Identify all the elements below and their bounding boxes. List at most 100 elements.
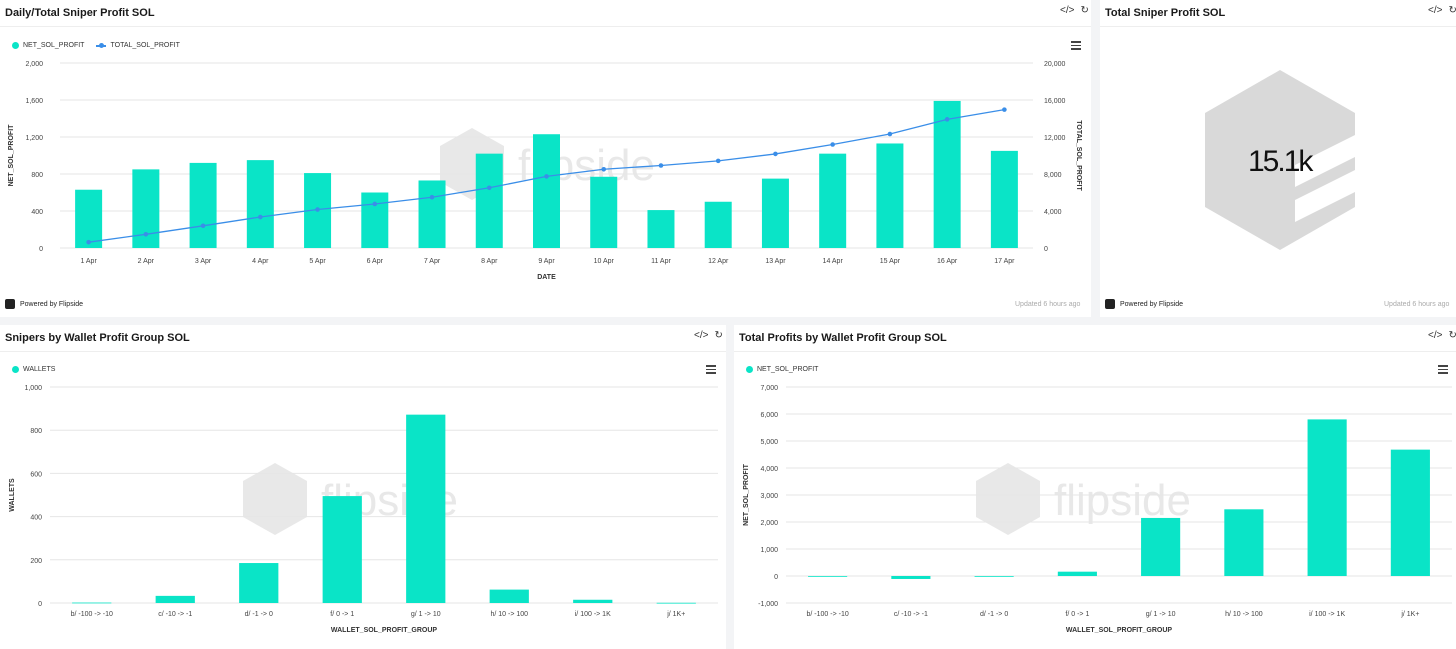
y-tick-label: 1,000 [760,547,778,554]
powered-by[interactable]: Powered by Flipside [1120,300,1184,308]
profits-chart: flipside -1,000 0 1,000 2,000 3,000 4,000 5,000… [743,385,1452,634]
x-axis-title: WALLET_SOL_PROFIT_GROUP [331,627,438,634]
chart-menu-icon[interactable] [706,365,716,376]
footer: Powered by Flipside [5,299,83,309]
x-tick-label: h/ 10 -> 100 [1225,611,1263,618]
chart-legend: NET_SOL_PROFIT [746,366,818,373]
refresh-icon[interactable]: ↻ [1448,5,1456,16]
bar [533,134,560,248]
panel-actions: </> ↻ [694,330,723,341]
bar [1390,449,1430,576]
bar [155,595,195,603]
x-tick-label: i/ 100 -> 1K [1309,611,1345,618]
y-tick-label: 4,000 [760,466,778,473]
x-tick-label: 1 Apr [80,258,97,265]
legend-item-total[interactable]: TOTAL_SOL_PROFIT [96,42,180,49]
divider [734,351,1456,352]
bar [761,178,789,248]
x-tick-label: g/ 1 -> 10 [1146,611,1176,618]
legend-label: NET_SOL_PROFIT [23,42,85,49]
code-icon[interactable]: </> [694,330,709,341]
y-tick-label: 800 [30,428,42,435]
bar [1057,571,1097,576]
bar [322,496,362,603]
flipside-watermark-icon: flipside [976,463,1191,535]
legend-label: WALLETS [23,366,56,373]
daily-total-chart: flipside04008001,2001,6002,00004,0008,00… [8,61,1082,281]
x-axis-title: DATE [537,274,556,281]
x-tick-label: 3 Apr [195,258,212,265]
legend-line [96,42,107,48]
y2-tick-label: 16,000 [1044,98,1066,105]
line-point [601,166,607,172]
legend-label: NET_SOL_PROFIT [757,366,819,373]
code-icon[interactable]: </> [1060,5,1075,16]
y-tick-label: 7,000 [760,385,778,392]
x-tick-label: g/ 1 -> 10 [411,611,441,618]
bar [418,180,446,248]
y-tick-label: 0 [774,574,778,581]
chart-menu-icon[interactable] [1071,41,1081,52]
x-tick-label: i/ 100 -> 1K [575,611,611,618]
refresh-icon[interactable]: ↻ [714,330,723,341]
chart-menu-icon[interactable] [1438,365,1448,376]
flipside-logo-icon [5,299,15,309]
legend-item-net[interactable]: NET_SOL_PROFIT [12,42,84,49]
y2-tick-label: 12,000 [1044,135,1066,142]
x-tick-label: 7 Apr [424,258,441,265]
chart-legend: NET_SOL_PROFIT TOTAL_SOL_PROFIT [12,42,180,49]
y-tick-label: 400 [30,515,42,522]
line-point [86,239,91,245]
line-point [544,174,549,179]
panel-actions: </> ↻ [1428,5,1456,16]
x-tick-label: j/ 1K+ [1400,611,1419,618]
line-point [944,117,950,122]
line-point [429,194,435,200]
legend-dot [12,366,19,373]
footer: Powered by Flipside [1105,299,1183,309]
panel-title: Daily/Total Sniper Profit SOL [5,7,155,19]
bar [489,589,529,603]
x-tick-label: 4 Apr [252,258,269,265]
code-icon[interactable]: </> [1428,330,1443,341]
x-tick-label: 17 Apr [994,258,1015,265]
panel-actions: </> ↻ [1428,330,1456,341]
y-tick-label: 1,600 [25,98,43,105]
line-point [486,185,492,191]
line-point [1002,107,1007,112]
bar [1141,517,1181,576]
bar [704,201,732,248]
x-tick-label: b/ -100 -> -10 [807,611,849,618]
legend-item-net[interactable]: NET_SOL_PROFIT [746,366,818,373]
refresh-icon[interactable]: ↻ [1080,5,1089,16]
legend-item-wallets[interactable]: WALLETS [12,366,55,373]
y-tick-label: 5,000 [760,439,778,446]
line-point [143,232,149,237]
line-point [372,201,378,207]
code-icon[interactable]: </> [1428,5,1443,16]
x-tick-label: h/ 10 -> 100 [490,611,528,618]
y-tick-label: 1,000 [24,385,42,392]
panel-title: Total Profits by Wallet Profit Group SOL [739,332,947,344]
flipside-watermark-icon [1205,70,1355,250]
powered-by[interactable]: Powered by Flipside [20,300,84,308]
profits-panel: Total Profits by Wallet Profit Group SOL… [734,325,1456,649]
total-profit-panel: Total Sniper Profit SOL </> ↻ 15.1k Powe… [1100,0,1456,317]
y-tick-label: -1,000 [758,601,778,608]
line-point [887,131,893,137]
y-tick-label: 800 [31,172,43,179]
x-tick-label: b/ -100 -> -10 [71,611,113,618]
line-point [830,142,835,147]
y2-tick-label: 0 [1044,246,1048,253]
chart-legend: WALLETS [12,366,55,373]
divider [1100,26,1456,27]
x-tick-label: f/ 0 -> 1 [330,611,354,618]
bar [990,150,1018,248]
x-tick-label: c/ -10 -> -1 [894,611,928,618]
refresh-icon[interactable]: ↻ [1448,330,1456,341]
panel-actions: </> ↻ [1060,5,1089,16]
line-point [773,151,778,157]
bar [75,189,103,248]
daily-total-panel: Daily/Total Sniper Profit SOL </> ↻ NET_… [0,0,1091,317]
flipside-logo-icon [1105,299,1115,309]
